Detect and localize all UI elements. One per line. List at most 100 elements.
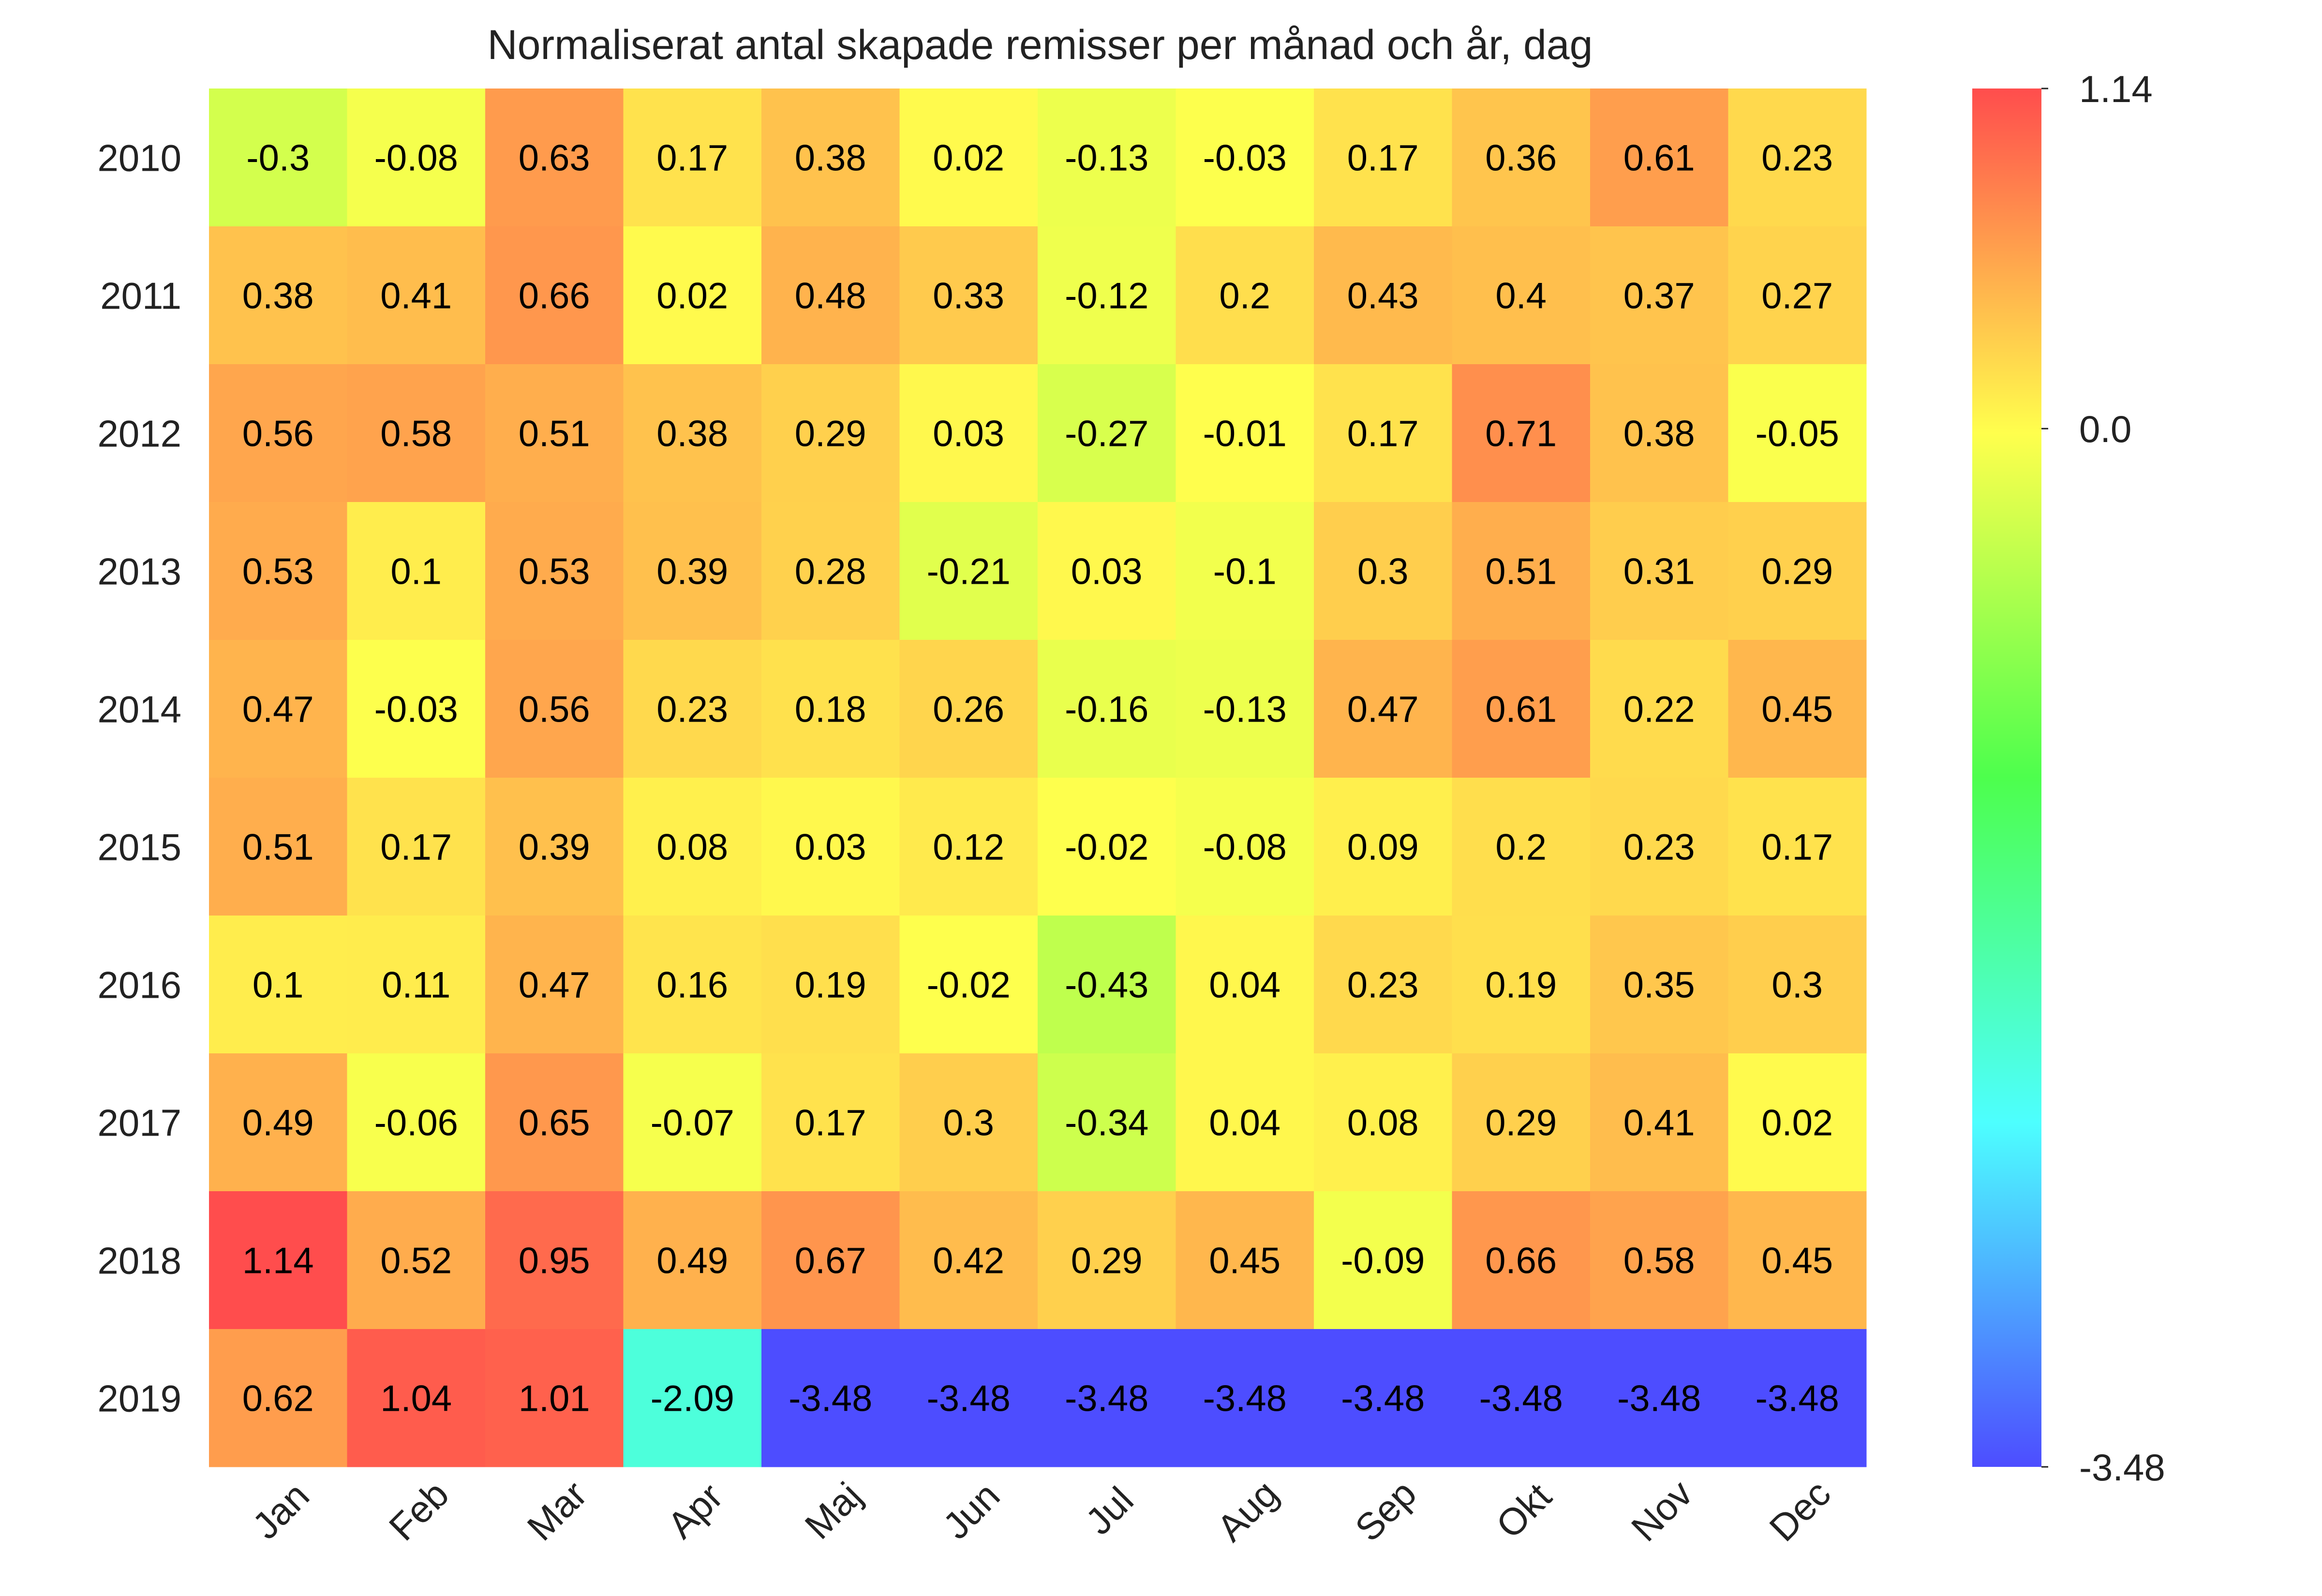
cell-value-label: 0.53: [519, 551, 590, 592]
heatmap-cell: [1038, 1329, 1176, 1467]
heatmap-cell: [1728, 916, 1867, 1054]
y-tick-label: 2019: [97, 1377, 181, 1420]
heatmap-cell: [761, 502, 900, 640]
heatmap-cell: [899, 778, 1038, 916]
heatmap-cell: [485, 226, 624, 365]
y-tick-label: 2014: [97, 688, 181, 731]
heatmap-cell: [899, 1053, 1038, 1192]
heatmap-cell: [1728, 1329, 1867, 1467]
heatmap-cell: [623, 1053, 762, 1192]
cell-value-label: 0.29: [1071, 1241, 1143, 1282]
cell-value-label: 0.12: [933, 827, 1004, 868]
heatmap-cell: [1314, 502, 1452, 640]
heatmap-cell: [1038, 226, 1176, 365]
heatmap-cell: [1176, 1329, 1314, 1467]
y-tick-label: 2015: [97, 826, 181, 869]
heatmap-cell: [1590, 502, 1728, 640]
cell-value-label: -0.02: [1065, 827, 1148, 868]
cell-value-label: 0.41: [1623, 1103, 1695, 1144]
x-tick-label: Nov: [1623, 1472, 1700, 1549]
heatmap-cell: [1452, 916, 1591, 1054]
cell-value-label: -3.48: [1203, 1378, 1287, 1419]
cell-value-label: 0.38: [242, 276, 314, 317]
cell-value-label: 0.29: [1761, 551, 1833, 592]
cell-value-label: 0.02: [656, 276, 728, 317]
x-axis-ticks: Jan Feb Mar Apr Maj Jun Jul Aug Sep Okt Nov Dec: [244, 1472, 1839, 1549]
cell-value-label: 0.39: [656, 551, 728, 592]
heatmap-cell: [761, 1191, 900, 1330]
cell-value-label: 0.2: [1219, 276, 1270, 317]
heatmap-cell: [209, 916, 347, 1054]
cell-value-label: -0.34: [1065, 1103, 1148, 1144]
cell-value-label: -3.48: [789, 1378, 872, 1419]
cell-value-label: 0.31: [1623, 551, 1695, 592]
x-tick-label: Aug: [1209, 1472, 1286, 1549]
cell-value-label: -0.03: [374, 689, 458, 730]
heatmap-cell: [1590, 226, 1728, 365]
cell-value-label: 0.38: [795, 138, 866, 179]
heatmap-cell: [623, 778, 762, 916]
cell-value-label: -0.08: [374, 138, 458, 179]
cell-value-label: -0.13: [1065, 138, 1148, 179]
cell-value-label: 0.45: [1209, 1241, 1280, 1282]
cell-value-label: 0.29: [1485, 1103, 1557, 1144]
cell-value-label: 0.51: [242, 827, 314, 868]
cell-value-label: 0.48: [795, 276, 866, 317]
cell-value-label: 0.17: [656, 138, 728, 179]
cell-value-label: 0.58: [380, 414, 452, 455]
cell-value-label: 0.3: [1771, 965, 1823, 1006]
heatmap-cell: [209, 1053, 347, 1192]
heatmap-cell: [1314, 364, 1452, 502]
heatmap-cell: [899, 89, 1038, 227]
heatmap-cell: [1176, 1191, 1314, 1330]
cell-value-label: 0.58: [1623, 1241, 1695, 1282]
chart-title: Normaliserat antal skapade remisser per …: [488, 22, 1593, 68]
heatmap-cell: [1038, 640, 1176, 778]
heatmap-cell: [1452, 640, 1591, 778]
cell-value-label: 0.23: [1761, 138, 1833, 179]
heatmap-cell: [347, 1191, 486, 1330]
cell-value-label: -3.48: [1617, 1378, 1701, 1419]
cell-value-label: -3.48: [1756, 1378, 1839, 1419]
cell-value-label: 0.95: [519, 1241, 590, 1282]
heatmap-cell: [1728, 364, 1867, 502]
heatmap-cell: [209, 1191, 347, 1330]
cell-value-label: 0.56: [519, 689, 590, 730]
heatmap-cell: [485, 640, 624, 778]
cell-value-label: 0.42: [933, 1241, 1004, 1282]
heatmap-cell: [899, 502, 1038, 640]
cell-value-label: 0.4: [1495, 276, 1547, 317]
cell-value-label: 0.66: [519, 276, 590, 317]
heatmap-cell: [1728, 640, 1867, 778]
heatmap-cell: [1590, 364, 1728, 502]
x-tick-label: Sep: [1347, 1472, 1424, 1549]
x-tick-label: Feb: [381, 1473, 457, 1549]
heatmap-cell: [761, 89, 900, 227]
cell-value-label: -0.06: [374, 1103, 458, 1144]
heatmap-cell: [1176, 226, 1314, 365]
cell-value-label: -0.1: [1213, 551, 1277, 592]
cell-value-label: 0.23: [1347, 965, 1419, 1006]
cell-value-label: 0.23: [1623, 827, 1695, 868]
heatmap-cell: [623, 364, 762, 502]
cell-value-label: -0.05: [1756, 414, 1839, 455]
cell-value-label: 0.04: [1209, 965, 1280, 1006]
cell-value-label: 0.41: [380, 276, 452, 317]
heatmap-cell: [485, 89, 624, 227]
heatmap-cell: [1176, 89, 1314, 227]
cell-value-label: 0.52: [380, 1241, 452, 1282]
heatmap-cell: [1176, 1053, 1314, 1192]
y-tick-label: 2010: [97, 137, 181, 179]
heatmap-cell: [1038, 364, 1176, 502]
cell-value-label: -0.16: [1065, 689, 1148, 730]
x-tick-label: Mar: [519, 1473, 595, 1549]
heatmap-cell: [761, 1053, 900, 1192]
heatmap-cell: [347, 1329, 486, 1467]
heatmap-cell: [623, 1191, 762, 1330]
heatmap-cell: [347, 778, 486, 916]
cell-value-label: -0.07: [651, 1103, 734, 1144]
cell-value-label: 0.19: [795, 965, 866, 1006]
cell-value-label: 0.28: [795, 551, 866, 592]
heatmap-cell: [347, 502, 486, 640]
cell-value-label: 0.03: [933, 414, 1004, 455]
